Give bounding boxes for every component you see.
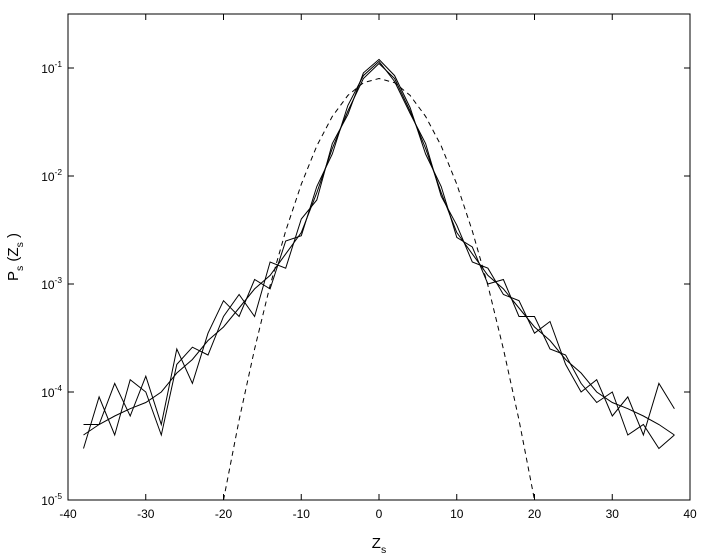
x-tick-label: 20: [528, 507, 542, 521]
data-line: [83, 58, 675, 450]
plot-frame: [67, 13, 691, 501]
x-tick-label: 10: [450, 507, 464, 521]
data-line: [223, 77, 535, 500]
x-axis-label: Zs: [372, 535, 386, 556]
y-tick-label: 10-4: [41, 383, 62, 400]
data-line: [83, 62, 675, 436]
x-tick-label: -40: [59, 507, 77, 521]
x-tick-label: -30: [137, 507, 155, 521]
plot-area: [83, 58, 675, 500]
y-tick-label: 10-2: [41, 167, 62, 184]
y-tick-label: 10-5: [41, 491, 62, 508]
x-tick-label: -10: [293, 507, 311, 521]
x-tick-label: 0: [376, 507, 383, 521]
x-tick-label: -20: [215, 507, 233, 521]
y-tick-label: 10-1: [41, 59, 62, 76]
y-tick-label: 10-3: [41, 275, 62, 292]
data-line: [83, 60, 675, 437]
x-tick-label: 40: [683, 507, 697, 521]
y-axis-label: Ps (Zs ): [5, 233, 26, 281]
x-tick-label: 30: [606, 507, 620, 521]
